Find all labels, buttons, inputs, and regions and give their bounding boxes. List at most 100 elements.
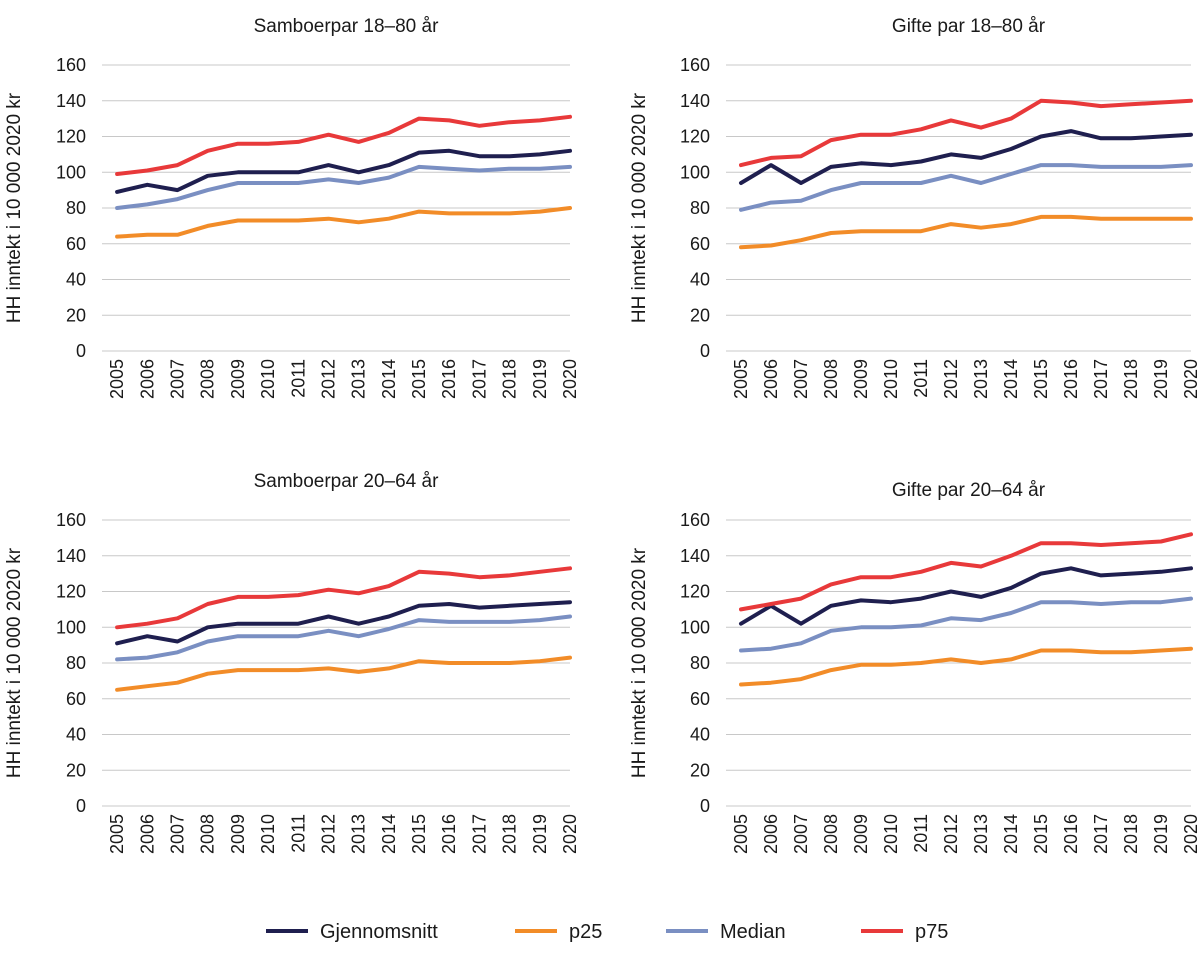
y-tick-label: 60 xyxy=(66,689,86,709)
chart-panel-3: Samboerpar 20–64 år HH inntekt i 10 000 2… xyxy=(4,471,580,854)
series-line-p75 xyxy=(115,114,572,176)
legend-label-p25: p25 xyxy=(569,921,602,943)
x-tick-label: 2011 xyxy=(288,814,308,853)
x-tick-label: 2018 xyxy=(500,359,520,399)
y-tick-label: 80 xyxy=(690,653,710,673)
x-tick-label: 2013 xyxy=(971,814,991,854)
x-tick-label: 2008 xyxy=(821,359,841,399)
x-tick-label: 2010 xyxy=(258,359,278,399)
x-tick-label: 2008 xyxy=(198,814,218,854)
series-line-p75 xyxy=(115,566,572,630)
x-tick-label: 2016 xyxy=(439,814,459,854)
x-tick-label: 2007 xyxy=(167,814,187,854)
x-tick-label: 2020 xyxy=(1181,814,1200,854)
series-line-median xyxy=(739,596,1193,653)
series-line-gjennomsnitt xyxy=(115,148,572,194)
series-line-p25 xyxy=(115,655,572,692)
x-tick-label: 2015 xyxy=(409,359,429,399)
series-line-median xyxy=(115,614,572,662)
chart-panel-4: Gifte par 20–64 år HH inntekt i 10 000 20… xyxy=(629,480,1200,854)
y-tick-label: 100 xyxy=(56,162,86,182)
y-tick-label: 120 xyxy=(680,582,710,602)
x-tick-label: 2012 xyxy=(941,359,961,399)
legend-label-median: Median xyxy=(720,921,786,943)
chart-title: Gifte par 20–64 år xyxy=(892,480,1046,501)
x-tick-label: 2005 xyxy=(731,814,751,854)
x-tick-label: 2014 xyxy=(1001,814,1021,854)
chart-title: Gifte par 18–80 år xyxy=(892,16,1046,37)
x-tick-label: 2020 xyxy=(560,814,580,854)
y-tick-label: 40 xyxy=(690,725,710,745)
x-tick-label: 2009 xyxy=(851,814,871,854)
y-tick-label: 140 xyxy=(680,546,710,566)
y-tick-label: 20 xyxy=(66,305,86,325)
y-tick-label: 40 xyxy=(690,270,710,290)
x-tick-label: 2005 xyxy=(107,359,127,399)
x-tick-label: 2015 xyxy=(1031,814,1051,854)
y-tick-label: 100 xyxy=(680,162,710,182)
series-line-p75 xyxy=(739,532,1193,612)
x-tick-label: 2016 xyxy=(439,359,459,399)
x-tick-label: 2012 xyxy=(318,359,338,399)
chart-panel-2: Gifte par 18–80 år HH inntekt i 10 000 20… xyxy=(629,16,1200,399)
x-tick-label: 2012 xyxy=(318,814,338,854)
x-tick-label: 2013 xyxy=(349,814,369,854)
series-line-p75 xyxy=(739,98,1193,168)
y-tick-label: 140 xyxy=(680,91,710,111)
x-tick-label: 2011 xyxy=(911,359,931,398)
y-tick-label: 160 xyxy=(680,510,710,530)
y-tick-label: 40 xyxy=(66,270,86,290)
x-tick-label: 2014 xyxy=(379,814,399,854)
legend: Gjennomsnitt p25 Median p75 xyxy=(266,921,948,943)
y-tick-label: 140 xyxy=(56,546,86,566)
x-tick-label: 2010 xyxy=(881,814,901,854)
y-tick-label: 60 xyxy=(690,689,710,709)
x-tick-label: 2005 xyxy=(731,359,751,399)
x-tick-label: 2008 xyxy=(821,814,841,854)
chart-title: Samboerpar 18–80 år xyxy=(254,16,440,37)
x-tick-label: 2009 xyxy=(228,814,248,854)
x-tick-label: 2015 xyxy=(1031,359,1051,399)
y-tick-label: 120 xyxy=(56,127,86,147)
y-tick-label: 100 xyxy=(56,617,86,637)
series-line-p25 xyxy=(739,646,1193,687)
legend-label-gjennomsnitt: Gjennomsnitt xyxy=(320,921,438,943)
x-tick-label: 2020 xyxy=(1181,359,1200,399)
x-tick-label: 2016 xyxy=(1061,814,1081,854)
y-tick-label: 120 xyxy=(680,127,710,147)
series-line-p25 xyxy=(739,214,1193,250)
x-tick-label: 2007 xyxy=(791,814,811,854)
y-tick-label: 160 xyxy=(56,510,86,530)
y-tick-label: 100 xyxy=(680,617,710,637)
y-tick-label: 80 xyxy=(66,198,86,218)
x-tick-label: 2007 xyxy=(167,359,187,399)
x-tick-label: 2019 xyxy=(530,814,550,854)
x-tick-label: 2006 xyxy=(761,814,781,854)
y-tick-label: 140 xyxy=(56,91,86,111)
y-axis-label: HH inntekt i 10 000 2020 kr xyxy=(629,547,650,778)
x-tick-label: 2007 xyxy=(791,359,811,399)
x-tick-label: 2011 xyxy=(288,359,308,398)
chart-panel-1: Samboerpar 18–80 år HH inntekt i 10 000 2… xyxy=(4,16,580,399)
y-tick-label: 60 xyxy=(66,234,86,254)
y-tick-label: 160 xyxy=(56,55,86,75)
y-tick-label: 20 xyxy=(690,760,710,780)
x-tick-label: 2005 xyxy=(107,814,127,854)
series-line-p25 xyxy=(115,206,572,239)
y-tick-label: 20 xyxy=(690,305,710,325)
x-tick-label: 2016 xyxy=(1061,359,1081,399)
x-tick-label: 2008 xyxy=(198,359,218,399)
y-axis-label: HH inntekt i 10 000 2020 kr xyxy=(4,92,25,323)
x-tick-label: 2017 xyxy=(1091,359,1111,399)
series-line-gjennomsnitt xyxy=(115,600,572,646)
y-tick-label: 80 xyxy=(66,653,86,673)
x-tick-label: 2018 xyxy=(500,814,520,854)
x-tick-label: 2006 xyxy=(137,814,157,854)
chart-title: Samboerpar 20–64 år xyxy=(254,471,440,492)
x-tick-label: 2019 xyxy=(530,359,550,399)
x-tick-label: 2006 xyxy=(761,359,781,399)
y-axis-label: HH inntekt i 10 000 2020 kr xyxy=(4,547,25,778)
y-tick-label: 0 xyxy=(700,796,710,816)
